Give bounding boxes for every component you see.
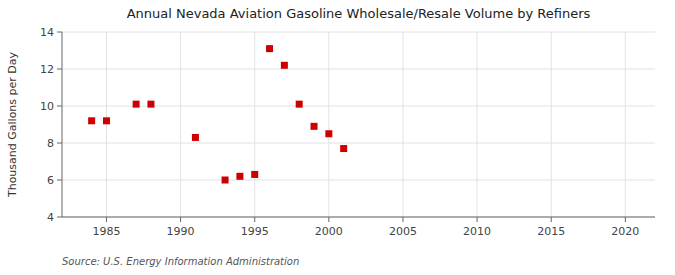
y-tick [57, 217, 62, 218]
point [222, 177, 229, 184]
x-tick-label: 2020 [611, 225, 639, 238]
y-axis-line [62, 32, 63, 217]
x-tick-label: 1995 [241, 225, 269, 238]
point [296, 101, 303, 108]
x-tick-label: 1990 [167, 225, 195, 238]
x-tick [106, 217, 107, 222]
x-tick [625, 217, 626, 222]
y-tick [57, 106, 62, 107]
point [311, 123, 318, 130]
y-tick-label: 10 [40, 100, 54, 113]
x-tick-label: 2000 [315, 225, 343, 238]
grid-line [402, 32, 403, 217]
point [251, 171, 258, 178]
x-tick-label: 1985 [92, 225, 120, 238]
x-tick-label: 2005 [389, 225, 417, 238]
axes: 1985 1990 1995 2000 2005 2010 2015 2020 4 6 8 10 12 1… [40, 26, 655, 238]
grid-line [62, 32, 655, 33]
grid-line [180, 32, 181, 217]
grid-line [477, 32, 478, 217]
grid-line [328, 32, 329, 217]
grid-line [625, 32, 626, 217]
x-axis-line [62, 217, 655, 218]
grid-line [254, 32, 255, 217]
source: Source: U.S. Energy Information Administ… [62, 256, 299, 267]
x-tick [254, 217, 255, 222]
grid-line [62, 217, 655, 218]
x-tick [328, 217, 329, 222]
points [88, 45, 347, 183]
grid [62, 32, 655, 217]
point [340, 145, 347, 152]
point [103, 117, 110, 124]
x-tick [551, 217, 552, 222]
grid-line [106, 32, 107, 217]
y-tick-label: 12 [40, 63, 54, 76]
y-axis-label: Thousand Gallons per Day [6, 51, 19, 198]
point [192, 134, 199, 141]
point [133, 101, 140, 108]
y-tick-label: 8 [47, 137, 54, 150]
point [266, 45, 273, 52]
background [0, 0, 675, 275]
chart: Annual Nevada Aviation Gasoline Wholesal… [0, 0, 675, 275]
point [325, 130, 332, 137]
x-tick [180, 217, 181, 222]
y-tick [57, 69, 62, 70]
chart-container: Annual Nevada Aviation Gasoline Wholesal… [0, 0, 675, 275]
y-tick-label: 4 [47, 211, 54, 224]
grid-line [62, 180, 655, 181]
title: Annual Nevada Aviation Gasoline Wholesal… [127, 6, 591, 21]
x-tick [477, 217, 478, 222]
point [88, 117, 95, 124]
y-tick [57, 32, 62, 33]
grid-line [62, 69, 655, 70]
point [281, 62, 288, 69]
x-tick-label: 2010 [463, 225, 491, 238]
y-tick [57, 143, 62, 144]
x-tick [402, 217, 403, 222]
y-tick [57, 180, 62, 181]
x-tick-label: 2015 [537, 225, 565, 238]
grid-line [62, 143, 655, 144]
grid-line [551, 32, 552, 217]
y-tick-label: 14 [40, 26, 54, 39]
y-tick-label: 6 [47, 174, 54, 187]
point [147, 101, 154, 108]
point [236, 173, 243, 180]
